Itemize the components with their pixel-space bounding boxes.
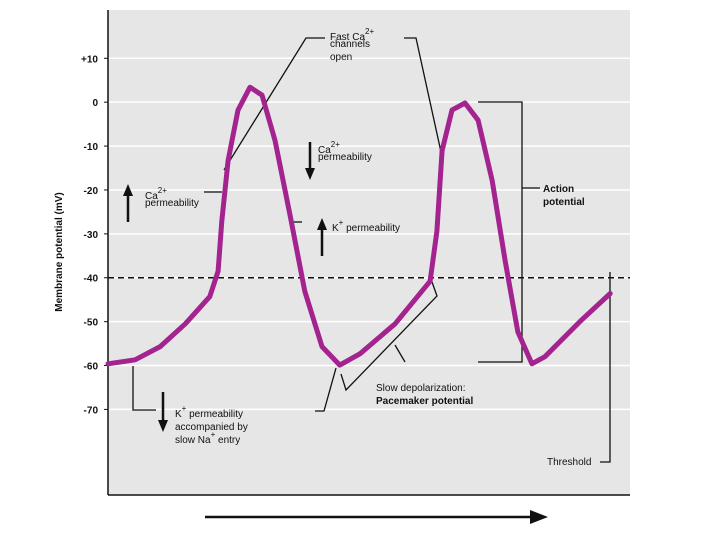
annotation: K+ permeability accompanied by slow Na+ en… (175, 404, 248, 446)
y-tick-label: -60 (84, 362, 99, 373)
annotation-bold: potential (543, 197, 585, 208)
arrows (123, 142, 548, 524)
y-tick-label: -40 (84, 274, 99, 285)
annotation: Threshold (547, 457, 591, 468)
annotation-text: permeability (318, 152, 372, 163)
annotation-superscript: 2+ (331, 140, 340, 149)
annotation: Fast Ca2+ channels open (330, 27, 374, 63)
line-series (105, 84, 613, 368)
annotation: Ca2+ permeability (145, 186, 199, 209)
annotation-text: Slow depolarization: (376, 383, 466, 394)
annotation-superscript: 2+ (158, 186, 167, 195)
y-tick-label: -30 (84, 230, 99, 241)
annotation-text: Threshold (547, 457, 591, 468)
annotation-text: slow Na (175, 435, 211, 446)
y-tick-label: +10 (81, 54, 98, 65)
annotation-text: accompanied by (175, 422, 248, 433)
y-tick-label: -10 (84, 142, 99, 153)
plot-area (108, 10, 630, 495)
y-axis-label: Membrane potential (mV) (54, 192, 65, 311)
annotation-superscript: + (339, 218, 344, 227)
annotation-text: Ca (145, 191, 158, 202)
leader-lines (132, 37, 611, 463)
annotation-superscript: 2+ (365, 27, 374, 36)
annotation-superscript: + (182, 404, 187, 413)
y-tick-label: -20 (84, 186, 99, 197)
annotation-text: Fast Ca (330, 32, 365, 43)
annotation-superscript: + (211, 430, 216, 439)
annotation-text: entry (215, 435, 240, 446)
annotation-bold: Action (543, 184, 574, 195)
y-tick-label: -70 (84, 405, 99, 416)
annotation: Ca2+ permeability (318, 140, 372, 163)
annotation-bold: Pacemaker potential (376, 396, 473, 407)
y-tick-label: -50 (84, 318, 99, 329)
annotation-text: permeability (186, 409, 243, 420)
annotation-text: open (330, 52, 352, 63)
y-tick-label: 0 (92, 98, 98, 109)
annotation-text: K (175, 409, 182, 420)
annotation: Action potential (543, 184, 585, 208)
annotation-text: permeability (343, 223, 400, 234)
annotation-text: channels (330, 39, 370, 50)
annotation: Slow depolarization: Pacemaker potential (376, 383, 473, 407)
annotation-text: K (332, 223, 339, 234)
annotation: K+ permeability (332, 218, 400, 234)
annotation-text: Ca (318, 145, 331, 156)
annotation-text: permeability (145, 198, 199, 209)
